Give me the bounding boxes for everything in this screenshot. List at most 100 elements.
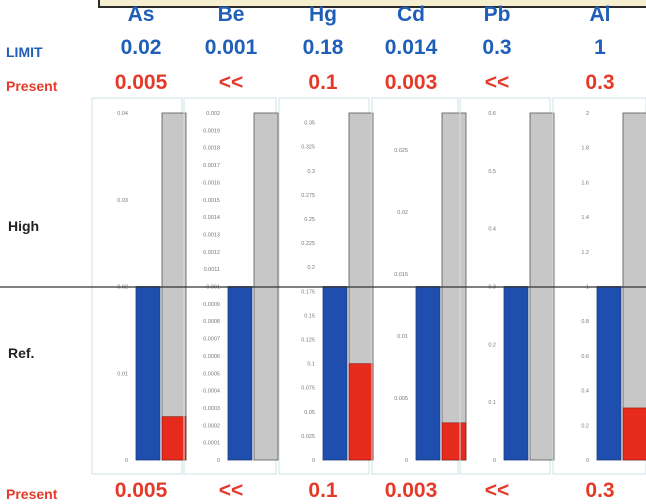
tick-label-hg: 0.05 xyxy=(304,410,315,416)
limit-value-pb: 0.3 xyxy=(482,36,512,59)
tick-label-as: 0.04 xyxy=(117,111,128,117)
row-label-high: High xyxy=(8,218,40,234)
element-name-hg: Hg xyxy=(309,3,337,26)
tick-label-al: 0.2 xyxy=(581,423,589,429)
present-value-pb: << xyxy=(484,71,510,94)
tick-label-al: 2 xyxy=(586,111,589,117)
tick-label-be: 0.0004 xyxy=(203,389,220,395)
tick-label-be: 0.0017 xyxy=(203,163,220,169)
tick-label-be: 0.0016 xyxy=(203,180,220,186)
limit-bar-hg xyxy=(322,286,348,461)
tick-label-pb: 0 xyxy=(493,458,496,464)
tick-label-be: 0.0015 xyxy=(203,198,220,204)
tick-label-cd: 0 xyxy=(405,458,408,464)
element-name-as: As xyxy=(127,3,155,26)
tick-label-hg: 0 xyxy=(312,458,315,464)
tick-label-pb: 0.4 xyxy=(488,227,496,233)
tick-label-hg: 0.35 xyxy=(304,121,315,127)
present-value-be: << xyxy=(218,71,244,94)
tick-label-hg: 0.15 xyxy=(304,313,315,319)
row-label-present-bottom: Present xyxy=(6,486,58,502)
element-name-pb: Pb xyxy=(483,3,511,26)
limit-value-be: 0.001 xyxy=(204,36,258,59)
limit-bar-be xyxy=(227,286,253,461)
tick-label-be: 0.0002 xyxy=(203,423,220,429)
tick-label-hg: 0.1 xyxy=(307,362,315,368)
present-value-bottom-pb: << xyxy=(484,479,510,502)
tick-label-cd: 0.01 xyxy=(397,334,408,340)
limit-value-al: 1 xyxy=(594,36,606,59)
tick-label-be: 0.0014 xyxy=(203,215,220,221)
tick-label-al: 1.2 xyxy=(581,250,589,256)
tick-label-be: 0.0009 xyxy=(203,302,220,308)
tick-label-cd: 0.025 xyxy=(394,148,408,154)
tick-label-be: 0.0005 xyxy=(203,371,220,377)
tick-label-al: 1.8 xyxy=(581,146,589,152)
tick-label-hg: 0.3 xyxy=(307,169,315,175)
limit-value-cd: 0.014 xyxy=(384,36,438,59)
element-name-al: Al xyxy=(589,3,611,26)
element-name-be: Be xyxy=(217,3,245,26)
present-bar-al xyxy=(622,407,646,461)
tick-label-al: 0 xyxy=(586,458,589,464)
tick-label-be: 0.0013 xyxy=(203,232,220,238)
tick-label-as: 0 xyxy=(125,458,128,464)
present-value-bottom-be: << xyxy=(218,479,244,502)
present-bar-hg xyxy=(348,363,374,461)
present-bar-cd xyxy=(441,422,467,461)
tick-label-cd: 0.005 xyxy=(394,396,408,402)
tick-label-hg: 0.125 xyxy=(301,338,315,344)
tick-label-as: 0.03 xyxy=(117,198,128,204)
tick-label-be: 0.002 xyxy=(206,111,220,117)
present-value-as: 0.005 xyxy=(114,71,168,94)
tick-label-be: 0.0003 xyxy=(203,406,220,412)
tick-label-cd: 0.02 xyxy=(397,210,408,216)
present-value-al: 0.3 xyxy=(585,71,615,94)
row-label-ref: Ref. xyxy=(8,345,35,361)
tick-label-hg: 0.175 xyxy=(301,289,315,295)
row-label-present: Present xyxy=(6,78,58,94)
tick-label-be: 0.0019 xyxy=(203,128,220,134)
tick-label-pb: 0.6 xyxy=(488,111,496,117)
tick-label-pb: 0.1 xyxy=(488,400,496,406)
tick-label-be: 0.0001 xyxy=(203,441,220,447)
present-value-cd: 0.003 xyxy=(384,71,438,94)
tick-label-hg: 0.325 xyxy=(301,145,315,151)
title-bar-edge xyxy=(98,0,646,8)
present-value-bottom-cd: 0.003 xyxy=(384,479,438,502)
tick-label-hg: 0.25 xyxy=(304,217,315,223)
limit-bar-pb xyxy=(503,286,529,461)
tick-label-hg: 0.275 xyxy=(301,193,315,199)
present-value-bottom-al: 0.3 xyxy=(585,479,615,502)
tick-label-hg: 0.225 xyxy=(301,241,315,247)
tick-label-al: 0.4 xyxy=(581,389,589,395)
tick-label-be: 0.0008 xyxy=(203,319,220,325)
tick-label-al: 0.6 xyxy=(581,354,589,360)
tick-label-hg: 0.075 xyxy=(301,386,315,392)
present-bar-as xyxy=(161,416,187,461)
tick-label-al: 1.6 xyxy=(581,180,589,186)
tick-label-cd: 0.015 xyxy=(394,272,408,278)
tick-label-be: 0.0006 xyxy=(203,354,220,360)
panel-frame-al xyxy=(552,97,646,475)
present-value-bottom-hg: 0.1 xyxy=(308,479,338,502)
tick-label-pb: 0.5 xyxy=(488,169,496,175)
present-value-hg: 0.1 xyxy=(308,71,338,94)
row-label-limit: LIMIT xyxy=(6,44,43,60)
limit-value-as: 0.02 xyxy=(120,36,162,59)
limit-bar-as xyxy=(135,286,161,461)
tick-label-hg: 0.025 xyxy=(301,434,315,440)
tick-label-as: 0.01 xyxy=(117,371,128,377)
limit-value-hg: 0.18 xyxy=(302,36,344,59)
tick-label-be: 0.0007 xyxy=(203,337,220,343)
tick-label-al: 0.8 xyxy=(581,319,589,325)
tick-label-pb: 0.2 xyxy=(488,342,496,348)
tick-label-hg: 0.2 xyxy=(307,265,315,271)
present-value-bottom-as: 0.005 xyxy=(114,479,168,502)
tick-label-be: 0.0012 xyxy=(203,250,220,256)
tick-label-be: 0.0018 xyxy=(203,146,220,152)
tick-label-be: 0.0011 xyxy=(204,267,220,273)
element-name-cd: Cd xyxy=(397,3,425,26)
tick-label-be: 0 xyxy=(217,458,220,464)
